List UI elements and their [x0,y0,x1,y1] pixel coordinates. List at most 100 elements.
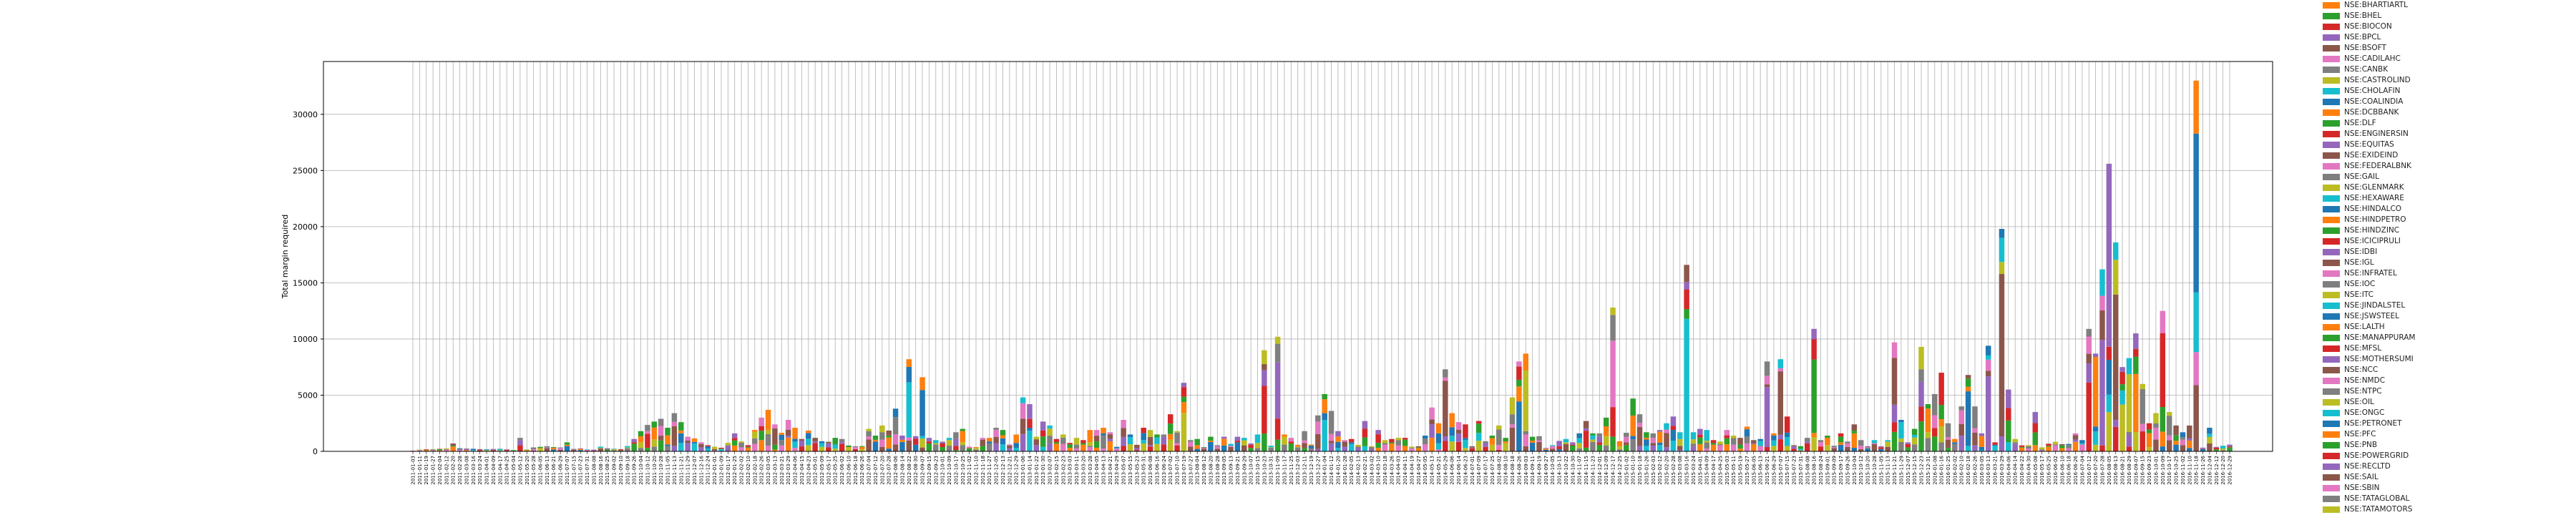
bar-segment [1684,265,1689,283]
bar-segment [1744,443,1750,451]
bar-segment [966,446,972,448]
bar-segment [1134,450,1140,451]
bar-stack [1013,434,1019,451]
bar-segment [772,444,778,450]
bar-segment [1710,443,1717,445]
bar-stack [1885,440,1890,451]
bar-segment [1007,444,1013,446]
bar-stack [892,408,899,451]
bar-segment [1475,421,1482,424]
legend-label: NSE:ICICIPRULI [2344,237,2401,245]
x-tick-label: 2014-06-23 [1463,456,1468,485]
legend-swatch [2323,431,2340,438]
bar-segment [2126,432,2132,436]
x-tick-label: 2014-06-06 [1450,455,1455,484]
x-tick-label: 2011-02-20 [451,456,457,485]
bar-segment [1945,448,1951,451]
bar-stack [1053,438,1060,451]
bar-segment [1972,445,1978,451]
x-tick-label: 2012-07-28 [887,456,892,485]
legend-item: NSE:DLF [2323,118,2444,129]
bar-stack [1556,441,1562,451]
legend-label: NSE:PNB [2344,441,2378,449]
bar-segment [436,448,443,450]
bar-segment [1455,422,1462,430]
x-tick-label: 2013-01-30 [1040,456,1046,485]
bar-segment [2193,385,2199,451]
legend-label: NSE:DLF [2344,119,2376,127]
bar-segment [779,433,785,435]
bar-segment [1315,415,1321,422]
x-tick-label: 2011-05-20 [525,456,530,485]
y-tick-label: 5000 [298,391,318,400]
bar-stack [839,438,845,451]
bar-segment [779,445,785,451]
legend-item: NSE:EQUITAS [2323,139,2444,150]
bar-segment [2207,433,2212,437]
bar-segment [1047,443,1053,451]
bar-stack [1918,346,1924,451]
bar-stack [1717,441,1723,451]
x-tick-label: 2011-04-25 [504,456,510,485]
bar-stack [1811,328,1817,451]
bar-segment [1489,444,1496,451]
bar-segment [1516,379,1522,387]
x-tick-label: 2014-07-01 [1470,456,1475,485]
x-tick-label: 2011-08-08 [591,456,597,485]
bar-segment [966,448,972,451]
bar-segment [1080,440,1086,443]
bar-segment [758,440,764,451]
x-tick-label: 2015-06-13 [1758,456,1764,485]
x-tick-label: 2012-07-04 [867,455,872,484]
bar-segment [1107,441,1113,451]
x-tick-label: 2015-03-24 [1691,455,1697,484]
x-tick-label: 2015-07-07 [1778,456,1784,485]
bar-segment [953,450,959,451]
bar-stack [2099,269,2105,451]
bar-segment [2140,431,2145,451]
bar-stack [1543,448,1549,451]
bar-segment [1268,446,1274,448]
bar-segment [2187,448,2192,451]
bar-segment [577,448,583,451]
bar-stack [2019,445,2025,451]
bar-segment [933,444,939,451]
bar-stack [2039,447,2045,451]
x-tick-label: 2016-07-20 [2093,456,2099,485]
bar-stack [799,438,805,451]
legend-swatch [2323,249,2340,255]
bar-segment [1174,431,1180,433]
bar-segment [718,448,724,451]
bar-segment [1999,262,2005,275]
bar-segment [571,449,577,451]
bar-segment [1684,309,1689,319]
bar-stack [1469,446,1475,451]
bar-segment [2086,353,2092,363]
bar-segment [2193,352,2199,386]
bar-stack [2200,447,2206,451]
bar-stack [792,428,798,451]
x-tick-label: 2013-08-20 [1208,456,1214,485]
bar-segment [1503,441,1508,443]
bar-segment [1630,436,1636,440]
bar-segment [906,440,912,451]
bar-segment [1127,437,1133,445]
bar-segment [1630,415,1636,436]
bar-segment [946,438,952,441]
bar-segment [524,450,530,451]
legend-label: NSE:PFC [2344,430,2376,438]
bar-segment [1570,446,1576,451]
bar-segment [2207,436,2212,444]
x-tick-label: 2016-09-23 [2147,456,2152,485]
bar-stack [731,433,738,451]
bar-segment [1972,428,1978,433]
bar-segment [1147,436,1153,446]
bar-segment [2039,447,2045,450]
bar-segment [1375,434,1381,443]
bar-segment [691,443,698,451]
bar-segment [886,448,892,451]
bar-segment [819,446,825,451]
x-tick-label: 2015-07-23 [1792,456,1797,485]
x-tick-label: 2015-04-09 [1704,456,1710,485]
